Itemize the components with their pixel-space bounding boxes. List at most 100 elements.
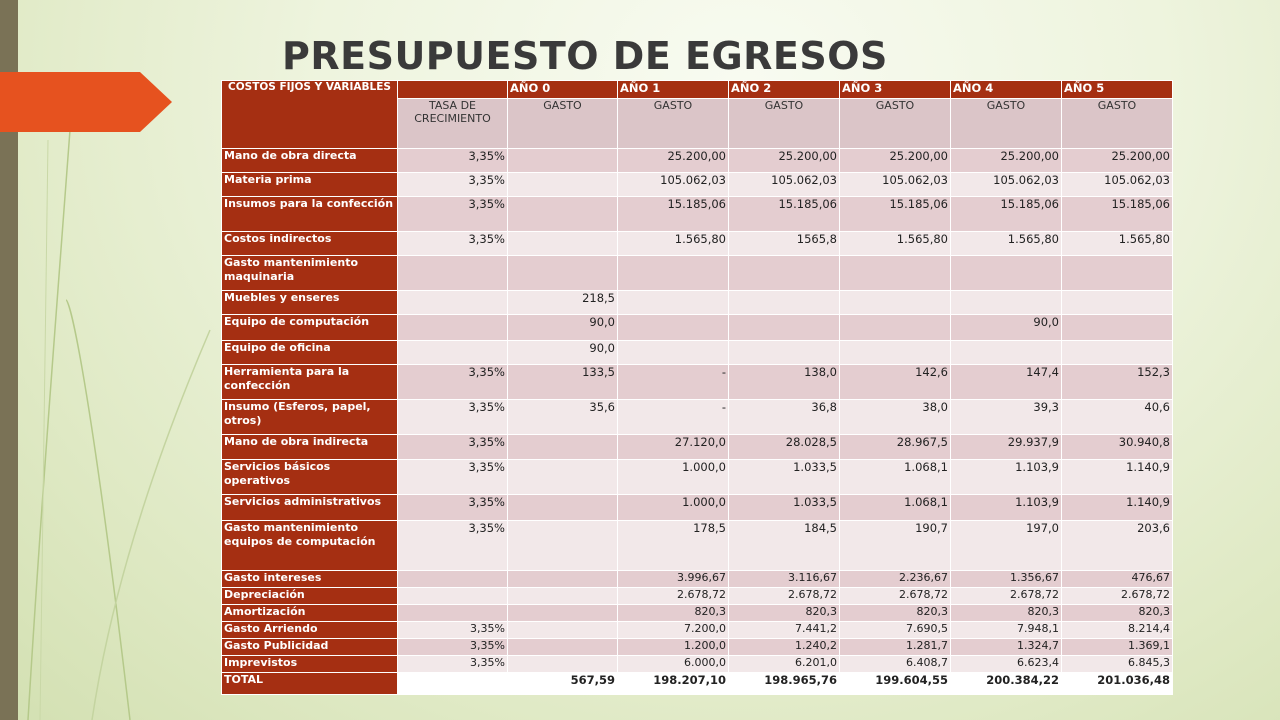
table-cell: 105.062,03 [839, 172, 951, 197]
table-cell [728, 314, 840, 341]
table-cell: 178,5 [617, 520, 729, 571]
table-cell [1061, 340, 1173, 365]
row-label: Mano de obra indirecta [221, 434, 398, 460]
table-cell: 105.062,03 [950, 172, 1062, 197]
budget-table: COSTOS FIJOS Y VARIABLES AÑO 0 AÑO 1 AÑO… [221, 80, 1173, 695]
table-cell [1061, 314, 1173, 341]
table-cell: 6.845,3 [1061, 655, 1173, 673]
table-cell: 25.200,00 [1061, 148, 1173, 173]
table-row: Gasto Arriendo 3,35% 7.200,0 7.441,2 7.690,5… [221, 621, 1173, 639]
table-cell [397, 255, 508, 291]
sub-header: GASTO [950, 98, 1062, 149]
table-cell [728, 290, 840, 315]
table-row: Insumo (Esferos, papel, otros) 3,35% 35,6-… [221, 399, 1173, 435]
table-cell: 200.384,22 [950, 672, 1062, 695]
row-label: Gasto mantenimiento maquinaria [221, 255, 398, 291]
table-cell [950, 255, 1062, 291]
table-row: Herramienta para la confección 3,35% 133,5… [221, 364, 1173, 400]
table-cell [728, 340, 840, 365]
table-cell: 201.036,48 [1061, 672, 1173, 695]
table-cell [507, 434, 618, 460]
table-cell: 25.200,00 [839, 148, 951, 173]
table-cell: 820,3 [950, 604, 1062, 622]
row-label: Gasto intereses [221, 570, 398, 588]
table-cell: 15.185,06 [950, 196, 1062, 232]
table-row: Muebles y enseres 218,5 [221, 290, 1173, 315]
table-cell: 1.324,7 [950, 638, 1062, 656]
year-header-row: COSTOS FIJOS Y VARIABLES AÑO 0 AÑO 1 AÑO… [221, 80, 1173, 149]
table-cell: - [617, 364, 729, 400]
table-cell [397, 570, 508, 588]
table-cell [617, 255, 729, 291]
row-label: Herramienta para la confección [221, 364, 398, 400]
table-cell: 27.120,0 [617, 434, 729, 460]
row-label: Mano de obra directa [221, 148, 398, 173]
table-cell: 3,35% [397, 655, 508, 673]
year-header: AÑO 4 [950, 80, 1062, 99]
table-cell [507, 231, 618, 256]
table-cell: 3,35% [397, 364, 508, 400]
table-cell [950, 340, 1062, 365]
row-label: Equipo de oficina [221, 340, 398, 365]
table-cell: 40,6 [1061, 399, 1173, 435]
table-cell: 3,35% [397, 494, 508, 521]
table-cell: 28.028,5 [728, 434, 840, 460]
year-header: AÑO 3 [839, 80, 951, 99]
table-cell: 7.690,5 [839, 621, 951, 639]
table-cell: 1.200,0 [617, 638, 729, 656]
table-row: Mano de obra indirecta 3,35% 27.120,0 28.02… [221, 434, 1173, 460]
table-row: Mano de obra directa 3,35% 25.200,00 25.200… [221, 148, 1173, 173]
table-cell: 90,0 [507, 340, 618, 365]
table-row: Equipo de computación 90,0 90,0 [221, 314, 1173, 341]
table-cell: 1.369,1 [1061, 638, 1173, 656]
table-row: Costos indirectos 3,35% 1.565,80 1565,8 1.56… [221, 231, 1173, 256]
corner-header: COSTOS FIJOS Y VARIABLES [221, 80, 398, 149]
table-cell: 7.200,0 [617, 621, 729, 639]
table-cell: 820,3 [839, 604, 951, 622]
table-cell: 28.967,5 [839, 434, 951, 460]
table-cell: 1.000,0 [617, 494, 729, 521]
table-cell: 39,3 [950, 399, 1062, 435]
sub-header-row: TASA DE CRECIMIENTO GASTO GASTO GASTO GA… [222, 98, 1173, 149]
table-cell [839, 255, 951, 291]
table-cell: 6.201,0 [728, 655, 840, 673]
table-cell: 3,35% [397, 231, 508, 256]
year-header: AÑO 0 [507, 80, 618, 99]
table-cell: 1.068,1 [839, 494, 951, 521]
table-cell [397, 587, 508, 605]
table-cell [507, 655, 618, 673]
table-cell [1061, 290, 1173, 315]
table-cell [507, 172, 618, 197]
row-label: Insumos para la confección [221, 196, 398, 232]
table-cell [507, 520, 618, 571]
year-header: AÑO 5 [1061, 80, 1173, 99]
table-cell [728, 255, 840, 291]
row-label: Equipo de computación [221, 314, 398, 341]
page-title: PRESUPUESTO DE EGRESOS [282, 34, 888, 78]
table-cell: 2.678,72 [617, 587, 729, 605]
table-cell: 203,6 [1061, 520, 1173, 571]
table-cell: 152,3 [1061, 364, 1173, 400]
sub-header: TASA DE CRECIMIENTO [397, 98, 508, 149]
row-label: Costos indirectos [221, 231, 398, 256]
table-cell: 198.207,10 [617, 672, 729, 695]
table-row: Servicios administrativos 3,35% 1.000,0 1.0… [221, 494, 1173, 521]
table-cell: 820,3 [617, 604, 729, 622]
table-cell [397, 314, 508, 341]
table-cell [1061, 255, 1173, 291]
table-cell [950, 290, 1062, 315]
table-cell: 2.678,72 [950, 587, 1062, 605]
table-cell [617, 340, 729, 365]
table-cell: 1.240,2 [728, 638, 840, 656]
table-cell [507, 570, 618, 588]
year-header: AÑO 2 [728, 80, 840, 99]
row-label: Materia prima [221, 172, 398, 197]
table-cell: 90,0 [950, 314, 1062, 341]
table-cell: 1.565,80 [839, 231, 951, 256]
table-row: Gasto intereses 3.996,67 3.116,67 2.236,67 1… [221, 570, 1173, 588]
table-cell: 3,35% [397, 638, 508, 656]
table-cell: 7.441,2 [728, 621, 840, 639]
table-row: Equipo de oficina 90,0 [221, 340, 1173, 365]
table-cell: 1.565,80 [617, 231, 729, 256]
table-cell: 15.185,06 [1061, 196, 1173, 232]
